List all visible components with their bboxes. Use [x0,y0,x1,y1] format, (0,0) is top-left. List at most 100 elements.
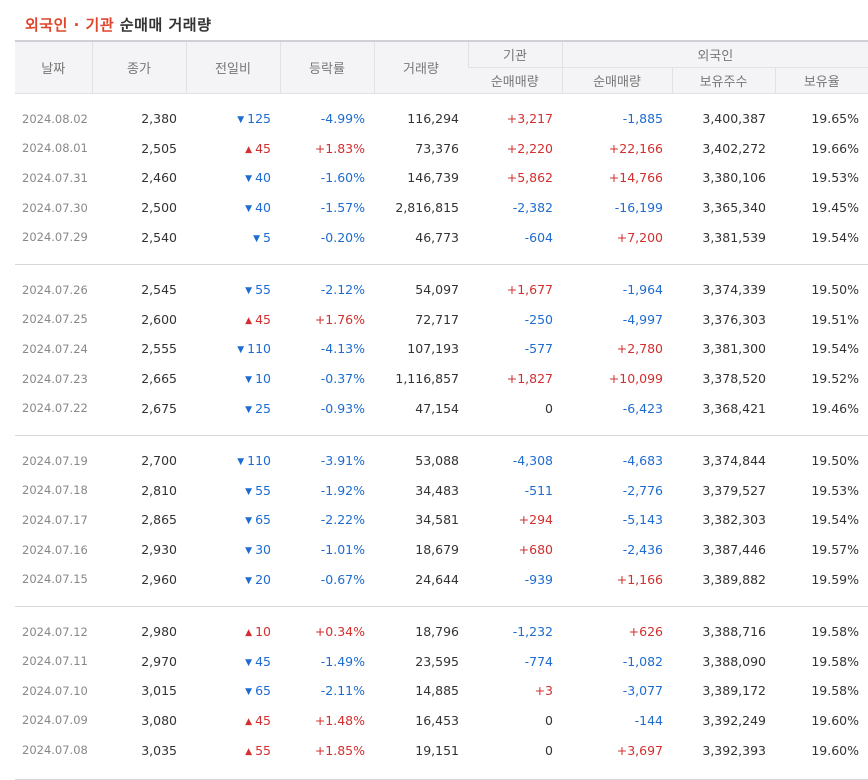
cell-volume: 47,154 [415,400,459,416]
change-value: 10 [255,624,271,640]
cell-foreign-net: +626 [628,624,663,640]
cell-rate: -4.13% [320,341,365,357]
header-foreign: 외국인 [561,40,868,68]
header-foreign-ratio: 보유율 [774,67,868,94]
cell-close: 2,700 [141,453,177,469]
cell-date: 2024.07.30 [22,200,88,215]
cell-foreign-ratio: 19.54% [811,229,860,245]
cell-foreign-holdings: 3,378,520 [702,371,766,387]
cell-rate: -1.92% [320,482,365,498]
header-change: 전일비 [185,40,280,94]
cell-foreign-ratio: 19.66% [811,140,860,156]
cell-volume: 18,796 [415,624,459,640]
cell-change: ▼ 40 [186,163,280,193]
cell-foreign-ratio: 19.45% [811,200,860,216]
change-value: 30 [255,542,271,558]
cell-foreign-ratio: 19.65% [811,111,860,127]
cell-institution-net: -511 [524,482,553,498]
spacer-row [15,606,868,617]
cell-volume: 16,453 [415,712,459,728]
separator-cell [15,251,868,265]
table-row: 2024.07.15 2,960 ▼ 20 -0.67% 24,644 -939 +1,166… [15,564,868,594]
cell-close: 2,865 [141,512,177,528]
table-body: 2024.08.02 2,380 ▼ 125 -4.99% 116,294 +3,217 -1… [15,94,868,780]
cell-foreign-ratio: 19.59% [811,571,860,587]
table-row: 2024.07.08 3,035 ▲ 55 +1.85% 19,151 0 +3,697 3,3… [15,735,868,765]
cell-close: 2,970 [141,653,177,669]
group-separator [15,251,868,265]
header-foreign-holdings: 보유주수 [671,67,775,94]
triangle-down-icon: ▼ [245,375,253,386]
change-value: 40 [255,170,271,186]
cell-foreign-net: -1,082 [622,653,663,669]
cell-institution-net: -774 [524,653,553,669]
cell-close: 2,500 [141,200,177,216]
cell-rate: -1.49% [320,653,365,669]
cell-change: ▼ 5 [186,222,280,252]
table-row: 2024.07.09 3,080 ▲ 45 +1.48% 16,453 0 -144 3,392… [15,706,868,736]
table-row: 2024.07.10 3,015 ▼ 65 -2.11% 14,885 +3 -3,077 3,… [15,676,868,706]
cell-foreign-ratio: 19.53% [811,170,860,186]
cell-foreign-holdings: 3,374,339 [702,282,766,298]
cell-foreign-net: +1,166 [616,571,663,587]
cell-change: ▼ 25 [186,393,280,423]
spacer-cell [15,606,868,617]
cell-institution-net: -577 [524,341,553,357]
cell-date: 2024.07.08 [22,743,88,758]
cell-date: 2024.07.25 [22,312,88,327]
spacer-cell [15,435,868,446]
cell-date: 2024.07.22 [22,401,88,416]
triangle-down-icon: ▼ [245,174,253,185]
change-value: 110 [247,453,271,469]
cell-rate: +1.48% [314,712,365,728]
cell-foreign-ratio: 19.52% [811,371,860,387]
spacer-cell [15,94,868,105]
cell-close: 2,600 [141,311,177,327]
cell-volume: 53,088 [415,453,459,469]
cell-institution-net: -4,308 [512,453,553,469]
cell-foreign-net: +22,166 [608,140,663,156]
cell-foreign-net: -4,683 [622,453,663,469]
cell-volume: 2,816,815 [395,200,459,216]
cell-rate: -2.22% [320,512,365,528]
header-institution-net: 순매매량 [468,67,562,94]
cell-volume: 18,679 [415,542,459,558]
table-row: 2024.07.29 2,540 ▼ 5 -0.20% 46,773 -604 +7,200 3… [15,222,868,252]
cell-close: 2,665 [141,371,177,387]
triangle-down-icon: ▼ [245,546,253,557]
cell-change: ▲ 45 [186,134,280,164]
triangle-down-icon: ▼ [245,204,253,215]
cell-foreign-holdings: 3,392,393 [702,742,766,758]
cell-institution-net: +680 [518,542,553,558]
triangle-down-icon: ▼ [237,345,245,356]
cell-change: ▼ 110 [186,334,280,364]
cell-change: ▼ 40 [186,193,280,223]
title-rest: 순매매 거래량 [114,16,212,34]
cell-institution-net: -250 [524,311,553,327]
cell-foreign-holdings: 3,376,303 [702,311,766,327]
cell-date: 2024.07.19 [22,453,88,468]
cell-change: ▲ 45 [186,305,280,335]
cell-change: ▼ 45 [186,647,280,677]
cell-volume: 14,885 [415,683,459,699]
table-row: 2024.07.22 2,675 ▼ 25 -0.93% 47,154 0 -6,423 3,3… [15,393,868,423]
table-row: 2024.07.18 2,810 ▼ 55 -1.92% 34,483 -511 -2,776… [15,476,868,506]
spacer-row [15,94,868,105]
cell-foreign-net: -2,776 [622,482,663,498]
cell-institution-net: 0 [545,400,553,416]
cell-foreign-net: -2,436 [622,542,663,558]
cell-change: ▼ 20 [186,564,280,594]
cell-foreign-net: +3,697 [616,742,663,758]
cell-date: 2024.07.12 [22,624,88,639]
cell-volume: 107,193 [407,341,459,357]
header-date: 날짜 [15,40,92,94]
cell-close: 2,930 [141,542,177,558]
triangle-down-icon: ▼ [245,575,253,586]
cell-close: 2,545 [141,282,177,298]
page-title: 외국인 · 기관 순매매 거래량 [25,14,211,35]
cell-volume: 24,644 [415,571,459,587]
cell-institution-net: 0 [545,712,553,728]
triangle-up-icon: ▲ [245,315,253,326]
cell-rate: -1.60% [320,170,365,186]
cell-date: 2024.08.01 [22,141,88,156]
